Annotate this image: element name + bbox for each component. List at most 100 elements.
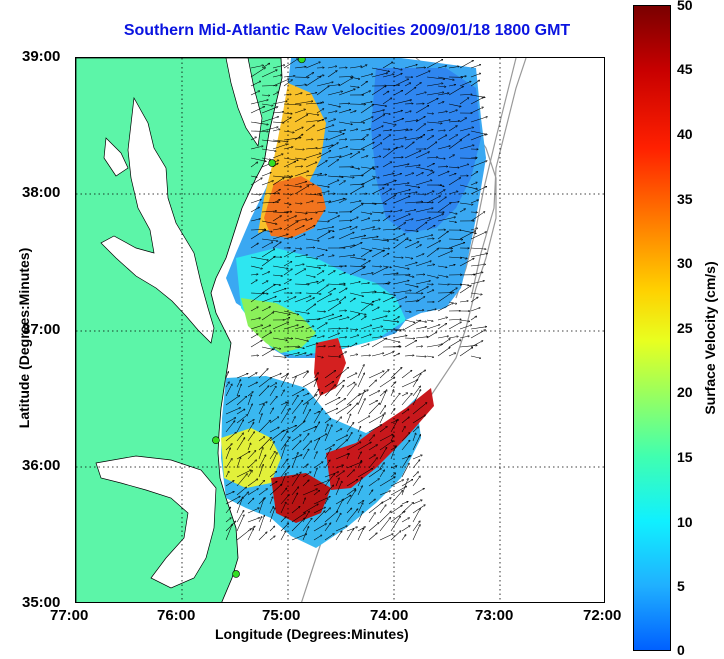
velocity-arrow xyxy=(448,126,457,132)
velocity-arrow xyxy=(404,111,411,114)
velocity-arrow xyxy=(415,319,426,322)
velocity-arrow xyxy=(371,211,383,213)
velocity-arrow xyxy=(360,117,373,123)
velocity-arrow xyxy=(327,237,334,240)
velocity-arrow xyxy=(426,225,435,231)
velocity-arrow xyxy=(338,288,347,294)
velocity-arrow xyxy=(283,130,294,133)
velocity-arrow xyxy=(291,474,298,478)
velocity-arrow xyxy=(302,527,309,541)
velocity-arrow xyxy=(272,75,282,78)
velocity-arrow xyxy=(236,438,245,451)
velocity-arrow xyxy=(404,142,414,150)
velocity-arrow xyxy=(291,421,305,433)
velocity-arrow xyxy=(393,297,407,303)
velocity-arrow xyxy=(379,470,384,478)
velocity-arrow xyxy=(390,491,403,505)
velocity-arrow xyxy=(338,147,347,150)
velocity-arrow xyxy=(390,531,401,541)
velocity-arrow xyxy=(459,229,476,233)
velocity-arrow xyxy=(258,437,265,442)
velocity-arrow xyxy=(272,65,285,69)
velocity-arrow xyxy=(401,417,409,424)
velocity-arrow xyxy=(448,66,459,69)
velocity-arrow xyxy=(338,328,348,329)
velocity-arrow xyxy=(448,239,463,240)
velocity-arrow xyxy=(261,181,273,186)
velocity-arrow xyxy=(459,301,468,303)
velocity-arrow xyxy=(269,383,277,388)
velocity-arrow xyxy=(404,83,411,87)
velocity-arrow xyxy=(283,161,296,168)
velocity-arrow xyxy=(437,76,454,80)
velocity-arrow xyxy=(360,81,367,87)
velocity-arrow xyxy=(302,472,311,478)
radar-station-marker xyxy=(232,570,240,578)
velocity-arrow xyxy=(393,129,408,132)
velocity-arrow xyxy=(404,65,417,69)
velocity-arrow xyxy=(294,353,306,357)
velocity-arrow xyxy=(437,274,448,277)
velocity-arrow xyxy=(346,480,358,487)
velocity-arrow xyxy=(393,238,408,249)
velocity-arrow xyxy=(261,211,276,213)
velocity-arrow xyxy=(327,303,341,312)
velocity-arrow xyxy=(437,66,447,69)
velocity-arrow xyxy=(327,160,338,168)
velocity-arrow xyxy=(283,157,298,160)
velocity-arrow xyxy=(250,81,261,87)
velocity-arrow xyxy=(294,203,302,204)
velocity-arrow xyxy=(459,193,466,194)
velocity-arrow xyxy=(327,71,337,78)
velocity-arrow xyxy=(305,139,313,140)
velocity-arrow xyxy=(360,167,374,177)
velocity-arrow xyxy=(258,414,262,424)
x-tick-label: 73:00 xyxy=(475,607,514,624)
velocity-arrow xyxy=(294,109,305,114)
velocity-arrow xyxy=(324,534,334,541)
velocity-arrow xyxy=(360,218,370,222)
velocity-arrow xyxy=(415,117,425,123)
velocity-arrow xyxy=(404,229,418,231)
velocity-arrow xyxy=(247,460,256,469)
velocity-arrow xyxy=(247,432,254,442)
velocity-arrow xyxy=(393,119,403,123)
velocity-arrow xyxy=(250,256,268,260)
velocity-arrow xyxy=(250,265,262,269)
velocity-arrow xyxy=(280,402,288,415)
velocity-arrow xyxy=(294,157,306,159)
velocity-arrow xyxy=(412,455,422,460)
velocity-arrow xyxy=(382,211,392,212)
velocity-arrow xyxy=(338,346,349,347)
velocity-arrow xyxy=(404,130,412,132)
velocity-arrow xyxy=(371,326,382,330)
velocity-arrow xyxy=(283,184,301,187)
velocity-arrow xyxy=(335,435,347,442)
velocity-arrow xyxy=(379,518,390,532)
velocity-arrow xyxy=(393,223,405,231)
velocity-arrow xyxy=(415,92,426,96)
velocity-arrow xyxy=(305,162,317,168)
velocity-arrow xyxy=(269,430,284,442)
velocity-arrow xyxy=(349,266,365,267)
x-tick-label: 72:00 xyxy=(583,607,622,624)
velocity-arrow xyxy=(272,79,289,87)
velocity-arrow xyxy=(294,255,307,258)
velocity-arrow xyxy=(470,316,477,321)
velocity-arrow xyxy=(349,236,365,240)
velocity-arrow xyxy=(258,420,270,433)
velocity-arrow xyxy=(294,101,313,105)
velocity-arrow xyxy=(294,226,304,231)
velocity-arrow xyxy=(459,202,473,205)
velocity-arrow xyxy=(360,74,373,78)
velocity-arrow xyxy=(305,292,321,294)
velocity-arrow xyxy=(404,242,419,249)
velocity-arrow xyxy=(404,219,413,222)
velocity-arrow xyxy=(280,431,288,442)
velocity-arrow xyxy=(247,422,254,433)
velocity-arrow xyxy=(335,385,344,397)
velocity-arrow xyxy=(470,172,478,177)
velocity-arrow xyxy=(291,472,301,487)
velocity-arrow xyxy=(415,261,431,267)
velocity-arrow xyxy=(327,143,338,150)
